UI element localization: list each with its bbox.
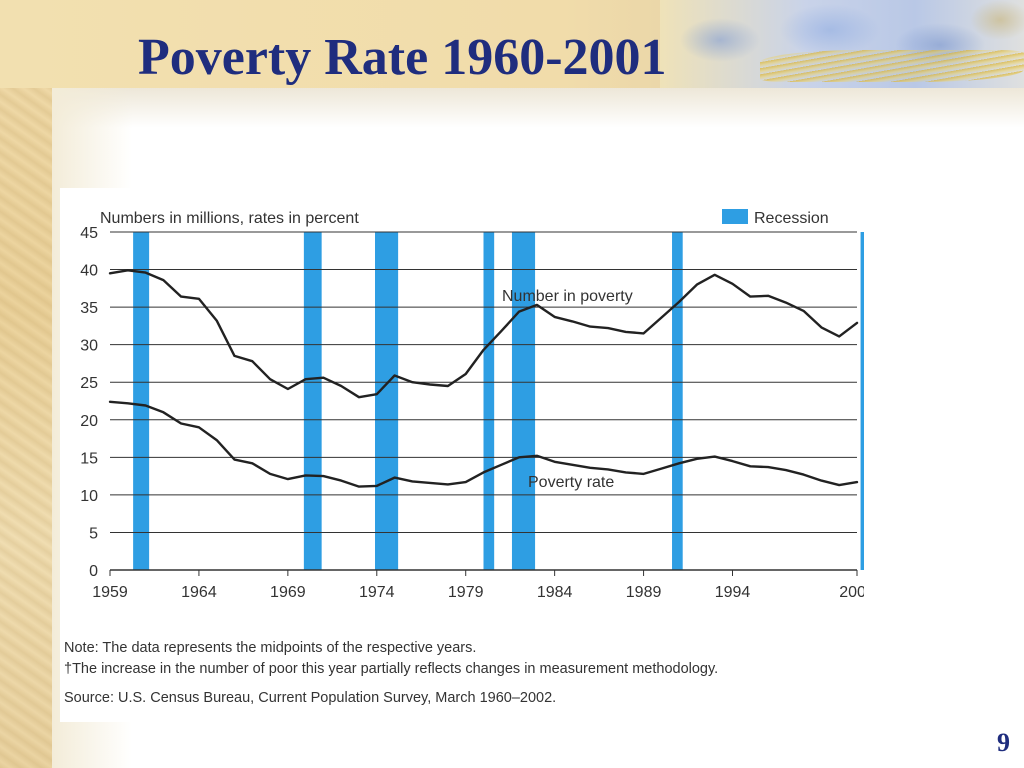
y-tick-label: 0 [89, 563, 98, 580]
chart-figure: 0 5 10 15 20 25 30 35 40 45 1959 1964 1969 1974 1979 1… [60, 188, 864, 722]
y-tick-label: 20 [80, 413, 98, 430]
x-tick-label: 1959 [92, 584, 128, 601]
series-line-poverty-rate [108, 400, 859, 488]
y-tick-label: 15 [80, 450, 98, 467]
recession-band-1 [133, 232, 150, 570]
y-tick-label: 25 [80, 375, 98, 392]
y-tick-label: 30 [80, 338, 98, 355]
x-tick-label: 2001 [839, 584, 864, 601]
y-tick-label: 5 [89, 525, 98, 542]
recession-band-2 [303, 232, 322, 570]
y-tick-label: 40 [80, 263, 98, 280]
note-dagger: †The increase in the number of poor this… [64, 661, 719, 677]
recession-band-4 [483, 232, 495, 570]
y-tick-label: 10 [80, 488, 98, 505]
series-line-number-in-poverty [108, 269, 859, 399]
x-axis-ticks: 1959 1964 1969 1974 1979 1984 1989 1994 2001 [92, 570, 864, 601]
recession-bands [133, 232, 864, 570]
header-shadow [52, 88, 1024, 128]
note-midpoints: Note: The data represents the midpoints … [64, 640, 477, 656]
y-axis-ticks: 0 5 10 15 20 25 30 35 40 45 [80, 225, 98, 580]
x-tick-label: 1969 [270, 584, 306, 601]
series-lines [108, 269, 859, 488]
x-tick-label: 1979 [448, 584, 484, 601]
annotation-number-in-poverty: Number in poverty [502, 288, 633, 305]
recession-band-5 [511, 232, 536, 570]
x-tick-label: 1974 [359, 584, 395, 601]
x-tick-label: 1989 [626, 584, 662, 601]
wheat-decoration [760, 50, 1024, 82]
legend-swatch-recession [722, 209, 748, 224]
y-tick-label: 45 [80, 225, 98, 242]
annotation-poverty-rate: Poverty rate [528, 474, 614, 491]
x-tick-label: 1994 [715, 584, 751, 601]
recession-band-3 [375, 232, 399, 570]
page-number: 9 [997, 728, 1010, 757]
background-texture-strip [0, 0, 52, 768]
chart-subtitle: Numbers in millions, rates in percent [100, 210, 359, 227]
x-tick-label: 1964 [181, 584, 217, 601]
legend-label-recession: Recession [754, 210, 829, 227]
chart-notes: Note: The data represents the midpoints … [64, 638, 854, 709]
y-tick-label: 35 [80, 300, 98, 317]
slide-title: Poverty Rate 1960-2001 [138, 29, 667, 86]
recession-band-7 [860, 232, 864, 570]
source-line: Source: U.S. Census Bureau, Current Popu… [64, 690, 557, 706]
x-tick-label: 1984 [537, 584, 573, 601]
recession-band-6 [672, 232, 683, 570]
grid-lines [110, 231, 857, 571]
